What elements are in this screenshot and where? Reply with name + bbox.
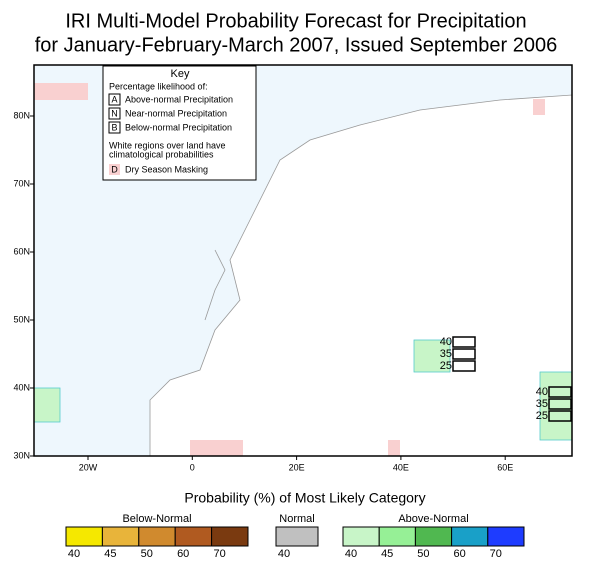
key-letter: A: [111, 94, 117, 104]
longitude-label: 60E: [497, 462, 513, 472]
key-letter: B: [111, 122, 117, 132]
latitude-label: 40N: [13, 382, 30, 392]
legend-swatch: [378, 526, 416, 547]
legend-swatch: [414, 526, 453, 547]
key-letter: N: [111, 108, 118, 118]
legend-swatch: [101, 526, 140, 547]
key-dry-swatch: [109, 164, 120, 175]
key-letter-box: [108, 93, 121, 106]
legend-bin-label: 45: [381, 548, 393, 560]
dry-mask: [34, 83, 88, 100]
latitude-label: 80N: [13, 110, 30, 120]
key-letter-box: [108, 107, 121, 120]
legend-bin-label: 50: [417, 548, 429, 560]
legend-bin-label: 40: [68, 548, 80, 560]
legend-swatch: [487, 526, 525, 547]
legend-bin-label: 60: [453, 548, 465, 560]
legend-bin-label: 40: [278, 548, 290, 560]
legend-bin-label: 60: [177, 548, 189, 560]
legend-bin-label: 45: [104, 548, 116, 560]
probability-label: 40: [440, 336, 452, 348]
land: [149, 94, 573, 457]
key-box: [102, 65, 257, 181]
title-line: IRI Multi-Model Probability Forecast for…: [65, 10, 526, 32]
legend-bin-label: 40: [345, 548, 357, 560]
legend-swatch: [174, 526, 213, 547]
probability-box: [548, 398, 572, 410]
latitude-label: 50N: [13, 314, 30, 324]
key-item: Near-normal Precipitation: [125, 108, 227, 118]
key-item: Below-normal Precipitation: [125, 122, 232, 132]
legend-bin-label: 50: [141, 548, 153, 560]
probability-label: 25: [536, 410, 548, 422]
key-letter: D: [111, 164, 118, 174]
latitude-label: 70N: [13, 178, 30, 188]
probability-label: 35: [440, 348, 452, 360]
key-subheading: Percentage likelihood of:: [109, 81, 208, 91]
legend-swatch: [451, 526, 489, 547]
longitude-label: 40E: [393, 462, 409, 472]
probability-box: [452, 336, 476, 348]
legend-group-label: Below-Normal: [122, 513, 191, 525]
above-normal-area: [33, 387, 61, 423]
title-line: for January-February-March 2007, Issued …: [35, 34, 558, 56]
probability-box: [452, 360, 476, 372]
longitude-label: 20E: [289, 462, 305, 472]
dry-mask: [388, 440, 400, 456]
legend-swatch: [342, 526, 380, 547]
probability-label: 25: [440, 360, 452, 372]
legend-swatch: [138, 526, 176, 547]
dry-mask: [533, 99, 545, 115]
map-frame: [33, 64, 573, 457]
probability-label: 40: [536, 386, 548, 398]
above-normal-area: [413, 339, 451, 373]
longitude-label: 20W: [79, 462, 98, 472]
key-letter-box: [108, 121, 121, 134]
coastline: [204, 249, 226, 321]
latitude-label: 30N: [13, 450, 30, 460]
probability-box: [452, 348, 476, 360]
key-item: Dry Season Masking: [125, 164, 208, 174]
legend-bin-label: 70: [490, 548, 502, 560]
legend-title: Probability (%) of Most Likely Category: [184, 490, 425, 506]
key-note: climatological probabilities: [109, 149, 214, 159]
legend-group-label: Above-Normal: [398, 513, 468, 525]
above-normal-area: [539, 371, 573, 441]
key-item: Above-normal Precipitation: [125, 94, 233, 104]
longitude-label: 0: [190, 462, 195, 472]
map-area: [33, 64, 573, 457]
legend-swatch: [65, 526, 103, 547]
probability-label: 35: [536, 398, 548, 410]
legend-group-label: Normal: [279, 513, 314, 525]
probability-box: [548, 386, 572, 398]
latitude-label: 60N: [13, 246, 30, 256]
legend-bin-label: 70: [213, 548, 225, 560]
legend-swatch: [275, 526, 319, 547]
key-note: White regions over land have: [109, 140, 226, 150]
legend-swatch: [211, 526, 249, 547]
key: Key Percentage likelihood of: White regi…: [102, 65, 257, 181]
dry-mask: [190, 440, 243, 456]
key-heading: Key: [171, 68, 190, 80]
probability-box: [548, 410, 572, 422]
